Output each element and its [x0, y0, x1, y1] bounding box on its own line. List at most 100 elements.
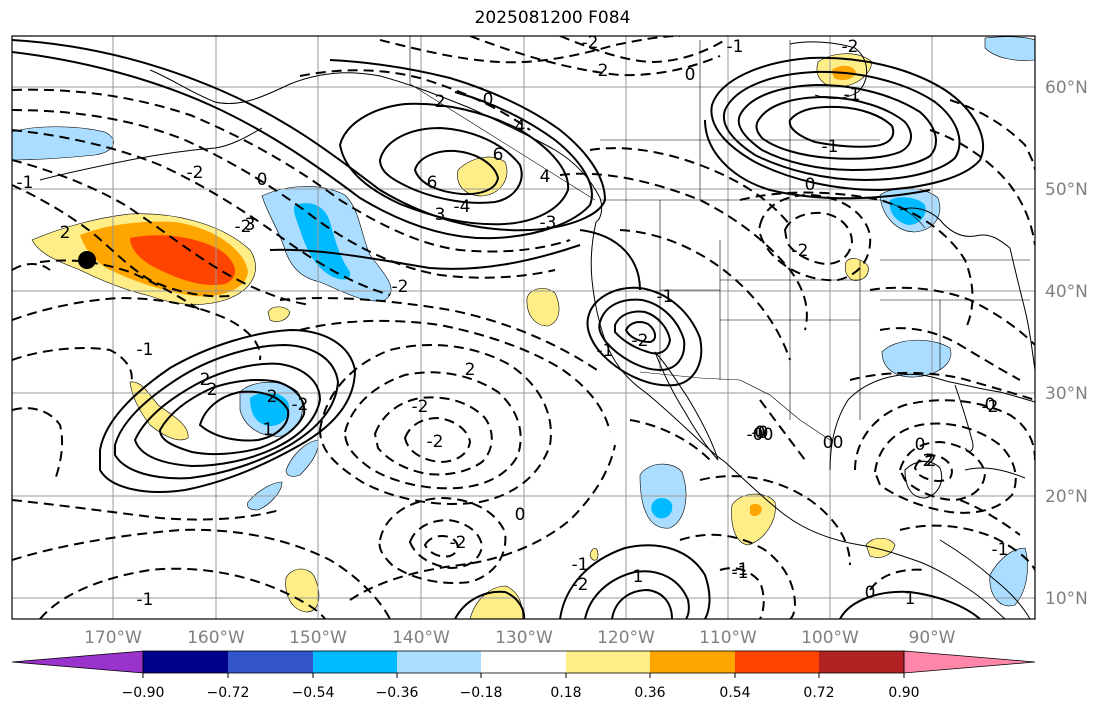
contour-positive: [454, 590, 526, 619]
lon-label: 130°W: [495, 628, 553, 648]
contour-negative: [758, 193, 872, 282]
contour-negative: [739, 191, 974, 331]
contour-label: -1: [822, 137, 839, 157]
contour-label: -1: [597, 341, 614, 361]
contour-label: -1: [732, 560, 749, 580]
contour-positive: [704, 119, 931, 200]
contour-negative: [423, 535, 459, 558]
positive-anomaly-region: [844, 258, 869, 281]
contour-negative: [719, 567, 765, 619]
coastline-gulf: [829, 373, 1035, 471]
contour-label: 2: [267, 387, 278, 407]
contour-negative: [318, 344, 552, 505]
lon-label: 120°W: [597, 628, 655, 648]
contour-negative: [559, 172, 808, 331]
contour-positive: [624, 321, 656, 344]
contour-negative: [12, 263, 51, 271]
map-title: 2025081200 F084: [474, 8, 631, 28]
lat-label: 10°N: [1045, 589, 1088, 609]
contour-label: 6: [493, 145, 504, 165]
contour-negative: [959, 499, 1021, 536]
contour-negative: [12, 159, 311, 306]
contour-positive: [839, 590, 981, 619]
contour-negative: [854, 399, 1035, 471]
contour-label: 4: [515, 117, 526, 137]
contour-negative: [629, 419, 711, 461]
contour-label: 2: [207, 380, 218, 400]
contour-negative: [783, 211, 854, 266]
contour-positive: [158, 379, 306, 456]
contour-label: 4: [540, 167, 551, 187]
contour-positive: [788, 105, 895, 148]
contour-label: -1: [844, 85, 861, 105]
lat-label: 50°N: [1045, 180, 1088, 200]
negative-anomaly-region: [285, 439, 319, 477]
contour-negative: [403, 416, 472, 464]
coastline-cuba: [964, 467, 1026, 479]
lon-label: 100°W: [801, 628, 859, 648]
contour-label: -2: [917, 451, 934, 471]
colorbar-label: −0.36: [376, 685, 419, 701]
colorbar-labels: −0.90 −0.72 −0.54 −0.36 −0.18 0.18 0.36 …: [122, 685, 920, 701]
colorbar-extend-max: [903, 650, 1036, 674]
contour-negative: [12, 184, 231, 298]
contour-negative: [898, 440, 987, 502]
contour-label: -2: [572, 575, 589, 595]
colorbar-label: 0.90: [888, 685, 919, 701]
contour-label: 3: [435, 205, 446, 225]
contour-negative: [849, 371, 1035, 401]
contour-label: -2: [292, 395, 309, 415]
contour-negative: [12, 499, 281, 521]
contour-label: 2: [200, 370, 211, 390]
contour-positive: [598, 298, 686, 372]
contour-positive: [12, 39, 607, 232]
latitude-labels: 60°N 50°N 40°N 30°N 20°N 10°N: [1045, 78, 1088, 609]
contour-positive: [198, 390, 290, 442]
contour-label: -2: [412, 397, 429, 417]
contour-label: -2: [592, 61, 609, 81]
negative-anomaly-region: [889, 197, 926, 225]
contour-positive: [584, 570, 690, 619]
contour-label: -2: [582, 33, 599, 53]
contour-label: 6: [427, 173, 438, 193]
contour-negative: [12, 296, 262, 361]
lat-label: 20°N: [1045, 487, 1088, 507]
coastline-alaska: [149, 69, 603, 223]
longitude-labels: 170°W 160°W 150°W 140°W 130°W 120°W 110°…: [84, 628, 956, 648]
lon-label: 150°W: [289, 628, 347, 648]
contour-positive: [12, 51, 593, 240]
contour-label: -0: [747, 425, 764, 445]
colorbar-swatch: [228, 651, 313, 673]
lon-label: 160°W: [187, 628, 245, 648]
contour-negative: [899, 524, 1035, 571]
colorbar-label: −0.54: [292, 685, 335, 701]
coastline-baja: [654, 351, 719, 461]
contour-label: 0: [865, 583, 876, 603]
map-frame: [11, 35, 1036, 620]
contour-label: 0: [685, 65, 696, 85]
positive-anomaly-region: [731, 493, 776, 546]
contour-label: 1: [263, 420, 274, 440]
contour-negative: [379, 36, 681, 64]
contour-negative: [619, 229, 791, 361]
contour-negative: [349, 444, 616, 601]
colorbar: −0.90 −0.72 −0.54 −0.36 −0.18 0.18 0.36 …: [11, 650, 1036, 701]
contour-label: 0: [515, 505, 526, 525]
contour-negative: [12, 528, 391, 619]
contour-label: -1: [732, 563, 749, 583]
contour-label: 2: [60, 223, 71, 243]
coastline-aleutians: [39, 127, 263, 181]
contour-label: -1: [137, 340, 154, 360]
contour-negative: [299, 69, 531, 131]
contour-negative: [12, 347, 133, 386]
contour-positive: [722, 70, 961, 182]
contour-negative: [299, 319, 611, 433]
lon-label: 90°W: [909, 628, 956, 648]
contour-label: 0: [823, 433, 834, 453]
contour-label: -1: [727, 37, 744, 57]
contour-label: -1: [992, 540, 1009, 560]
contour-label: -3: [540, 213, 557, 233]
contour-negative: [949, 99, 1035, 171]
lat-label: 60°N: [1045, 78, 1088, 98]
contour-label: 0: [257, 170, 268, 190]
